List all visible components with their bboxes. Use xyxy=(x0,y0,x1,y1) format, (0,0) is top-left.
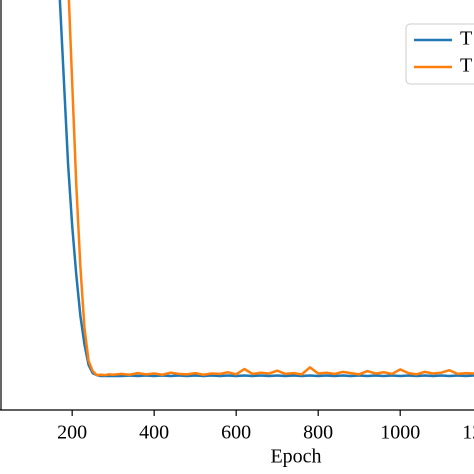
x-tick-label: 200 xyxy=(57,422,87,444)
x-tick-label: 1200 xyxy=(462,422,474,444)
plot-area xyxy=(58,0,474,378)
legend-label: T xyxy=(460,28,472,50)
x-tick-label: 800 xyxy=(303,422,333,444)
x-tick-label: 600 xyxy=(221,422,251,444)
legend-label: T xyxy=(460,55,472,77)
legend: TT xyxy=(405,23,474,85)
x-tick-label: 1000 xyxy=(380,422,420,444)
x-axis-label: Epoch xyxy=(270,446,321,468)
series-line xyxy=(67,0,474,377)
x-tick-label: 400 xyxy=(139,422,169,444)
